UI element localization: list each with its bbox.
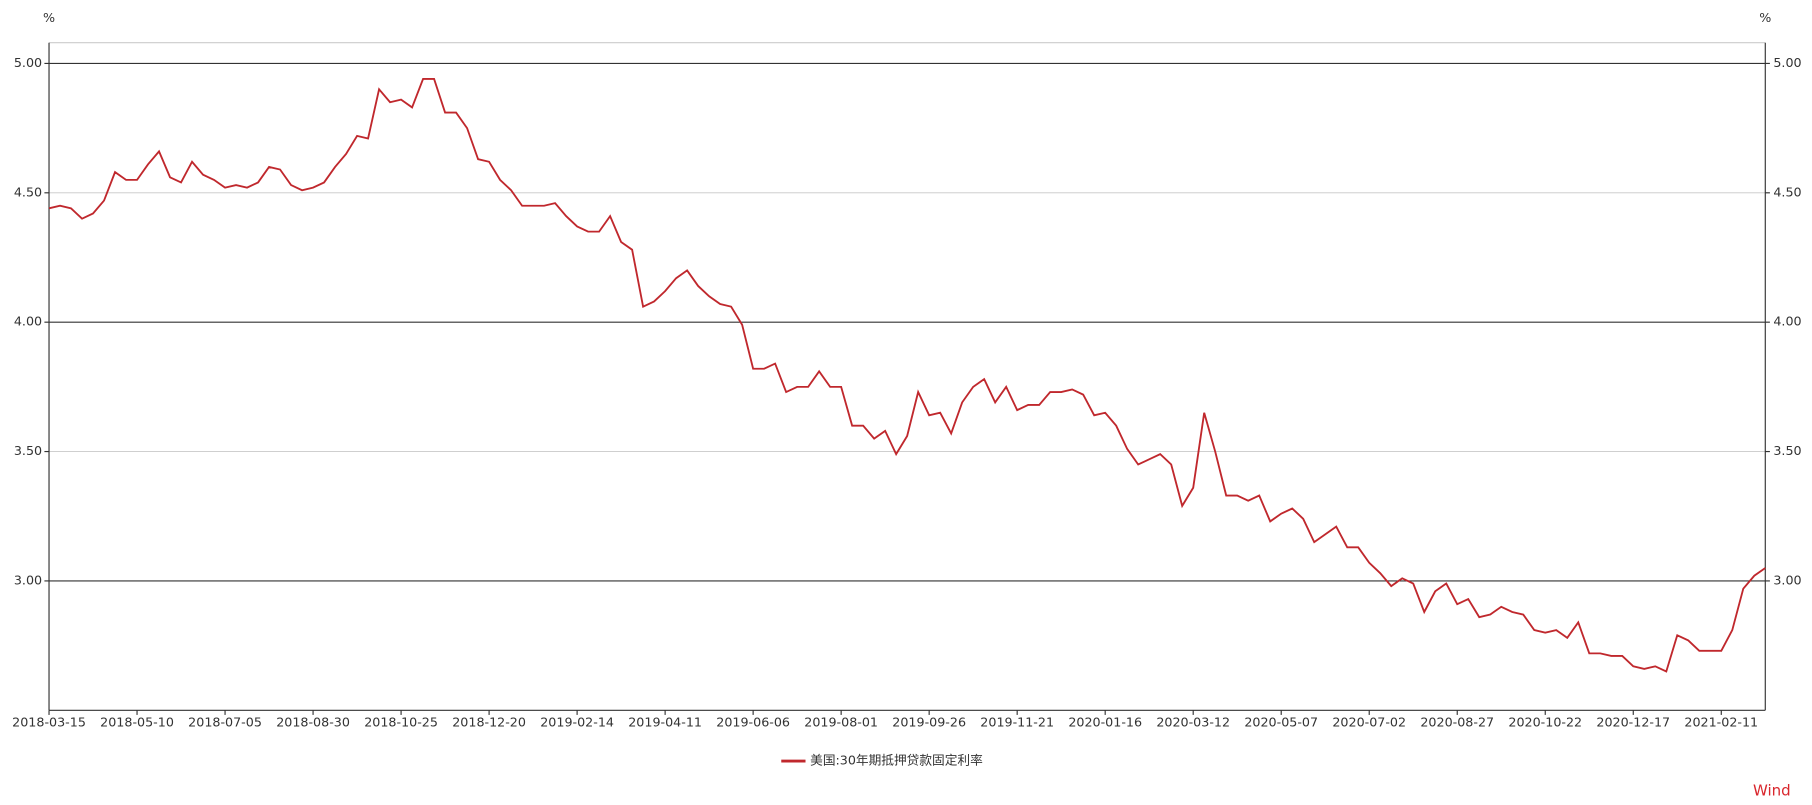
x-tick-label: 2020-12-17: [1596, 714, 1670, 729]
x-tick-label: 2020-10-22: [1508, 714, 1582, 729]
y2-tick-label: 3.00: [1773, 572, 1801, 587]
y-tick-label: 3.00: [14, 572, 42, 587]
x-tick-label: 2018-07-05: [188, 714, 262, 729]
x-tick-label: 2020-07-02: [1332, 714, 1406, 729]
watermark: Wind: [1753, 782, 1791, 800]
x-tick-label: 2019-02-14: [540, 714, 614, 729]
x-tick-label: 2019-11-21: [980, 714, 1054, 729]
x-tick-label: 2019-09-26: [892, 714, 966, 729]
x-tick-label: 2018-05-10: [100, 714, 174, 729]
x-tick-label: 2018-10-25: [364, 714, 438, 729]
x-tick-label: 2020-01-16: [1068, 714, 1142, 729]
left-unit-label: %: [43, 10, 55, 25]
x-tick-label: 2018-03-15: [12, 714, 86, 729]
y-tick-label: 4.00: [14, 314, 42, 329]
x-tick-label: 2019-06-06: [716, 714, 790, 729]
y2-tick-label: 4.50: [1773, 184, 1801, 199]
y2-tick-label: 3.50: [1773, 443, 1801, 458]
y-tick-label: 3.50: [14, 443, 42, 458]
y-tick-label: 5.00: [14, 55, 42, 70]
x-tick-label: 2020-08-27: [1420, 714, 1494, 729]
x-tick-label: 2018-08-30: [276, 714, 350, 729]
y2-tick-label: 5.00: [1773, 55, 1801, 70]
right-unit-label: %: [1759, 10, 1771, 25]
x-tick-label: 2021-02-11: [1684, 714, 1758, 729]
y-tick-label: 4.50: [14, 184, 42, 199]
y2-tick-label: 4.00: [1773, 314, 1801, 329]
x-tick-label: 2020-05-07: [1244, 714, 1318, 729]
x-tick-label: 2019-08-01: [804, 714, 878, 729]
series-line: [48, 78, 1766, 673]
x-tick-label: 2020-03-12: [1156, 714, 1230, 729]
x-tick-label: 2018-12-20: [452, 714, 526, 729]
legend-label: 美国:30年期抵押贷款固定利率: [810, 753, 983, 768]
x-tick-label: 2019-04-11: [628, 714, 702, 729]
